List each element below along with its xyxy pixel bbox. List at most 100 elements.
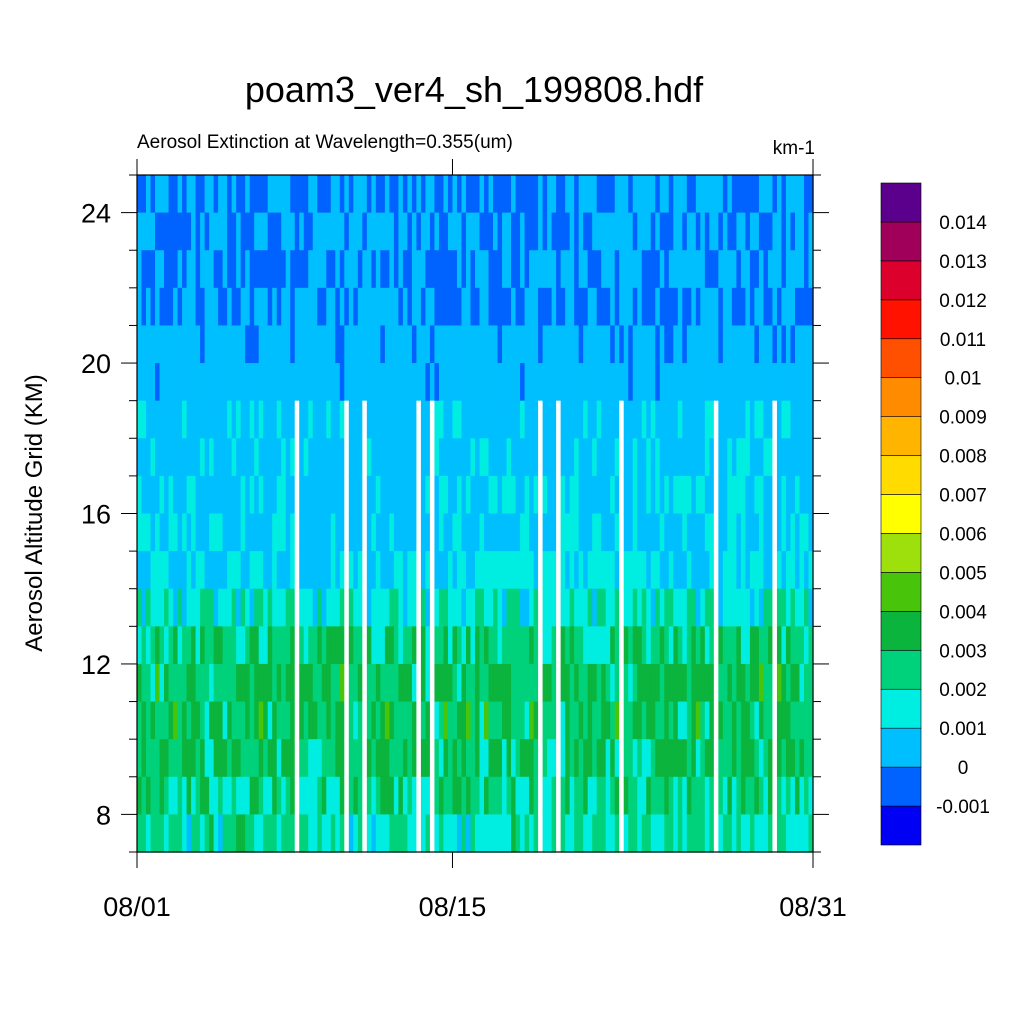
heatmap-cell (799, 663, 805, 703)
heatmap-cell (502, 287, 508, 327)
heatmap-cell (326, 475, 332, 515)
heatmap-cell (357, 175, 363, 214)
heatmap-cell (556, 814, 562, 853)
chart-subtitle: Aerosol Extinction at Wavelength=0.355(u… (137, 132, 513, 153)
heatmap-cell (524, 814, 530, 853)
heatmap-cell (799, 363, 805, 402)
heatmap-cell (330, 212, 336, 251)
heatmap-cell (348, 287, 354, 327)
heatmap-cell (398, 663, 404, 703)
heatmap-cell (411, 400, 418, 439)
heatmap-cell (790, 363, 796, 402)
heatmap-cell (565, 663, 571, 703)
heatmap-cell (461, 175, 467, 214)
heatmap-cell (285, 212, 291, 251)
heatmap-cell (398, 475, 404, 515)
heatmap-cell (664, 250, 670, 289)
heatmap-cell (790, 325, 796, 364)
heatmap-cell (794, 438, 801, 477)
heatmap-cell (272, 325, 278, 364)
heatmap-cell (231, 400, 237, 439)
heatmap-cell (511, 739, 517, 778)
heatmap-cell (601, 212, 607, 251)
heatmap-cell (592, 814, 598, 853)
heatmap-cell (222, 363, 228, 402)
heatmap-cell (542, 663, 548, 703)
heatmap-cell (330, 739, 336, 778)
heatmap-cell (776, 513, 783, 552)
heatmap-cell (578, 626, 584, 665)
heatmap-cell (168, 438, 174, 477)
heatmap-cell (646, 626, 652, 665)
heatmap-cell (344, 513, 350, 552)
heatmap-cell (393, 212, 399, 251)
heatmap-cell (619, 551, 625, 590)
heatmap-cell (749, 287, 756, 327)
heatmap-cell (168, 363, 174, 402)
heatmap-cell (583, 551, 589, 590)
heatmap-cell (790, 400, 796, 439)
heatmap-cell (583, 663, 589, 703)
heatmap-cell (646, 438, 652, 477)
heatmap-cell (709, 400, 715, 439)
heatmap-cell (610, 588, 616, 627)
heatmap-cell (560, 212, 566, 251)
heatmap-cell (547, 475, 553, 515)
heatmap-cell (245, 475, 251, 515)
heatmap-cell (321, 438, 327, 477)
heatmap-cell (596, 588, 602, 627)
heatmap-cell (240, 438, 246, 477)
heatmap-cell (767, 513, 774, 552)
heatmap-cell (646, 776, 652, 815)
heatmap-cell (578, 250, 584, 289)
heatmap-cell (380, 513, 386, 552)
heatmap-cell (384, 400, 390, 439)
heatmap-cell (758, 212, 765, 251)
heatmap-cell (551, 588, 557, 627)
heatmap-cell (727, 513, 733, 552)
heatmap-cell (524, 701, 530, 740)
heatmap-cell (434, 325, 440, 364)
heatmap-cell (596, 325, 602, 364)
heatmap-cell (673, 663, 679, 703)
heatmap-cell (704, 400, 710, 439)
heatmap-cell (456, 739, 463, 778)
heatmap-cell (195, 400, 201, 439)
heatmap-cell (407, 212, 413, 251)
heatmap-cell (709, 175, 715, 214)
heatmap-cell (227, 701, 233, 740)
heatmap-cell (276, 363, 282, 402)
heatmap-cell (263, 739, 269, 778)
heatmap-cell (164, 175, 170, 214)
heatmap-cell (137, 325, 143, 364)
heatmap-cell (249, 175, 255, 214)
heatmap-cell (484, 701, 490, 740)
heatmap-cell (236, 588, 242, 627)
heatmap-cell (321, 551, 327, 590)
heatmap-cell (362, 513, 368, 552)
heatmap-cell (700, 475, 706, 515)
heatmap-cell (506, 287, 512, 327)
heatmap-cell (781, 588, 787, 627)
heatmap-cell (664, 475, 670, 515)
heatmap-cell (574, 588, 580, 627)
heatmap-cell (520, 475, 526, 515)
heatmap-cell (560, 814, 566, 853)
heatmap-cell (484, 250, 490, 289)
heatmap-cell (168, 212, 174, 251)
heatmap-cell (731, 475, 737, 515)
heatmap-cell (357, 212, 363, 251)
heatmap-cell (227, 325, 233, 364)
heatmap-cell (596, 739, 602, 778)
heatmap-cell (344, 325, 350, 364)
heatmap-cell (592, 776, 598, 815)
heatmap-cell (452, 287, 458, 327)
heatmap-cell (731, 513, 737, 552)
heatmap-cell (763, 400, 769, 439)
heatmap-cell (425, 626, 431, 665)
heatmap-cell (339, 513, 345, 552)
heatmap-cell (303, 250, 309, 289)
heatmap-cell (569, 776, 575, 815)
heatmap-cell (317, 287, 323, 327)
heatmap-cell (794, 475, 801, 515)
